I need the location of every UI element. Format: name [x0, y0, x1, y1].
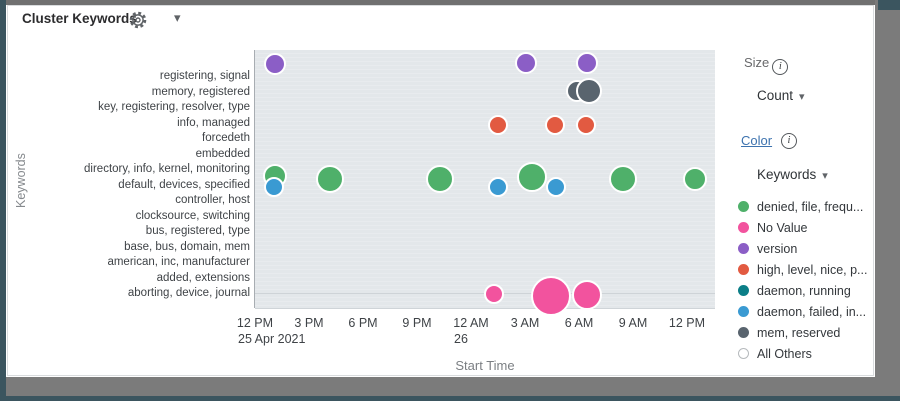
y-axis-label: info, managed — [177, 116, 250, 129]
legend-dot-icon — [738, 285, 749, 296]
bubble[interactable] — [545, 115, 565, 135]
frame-bottom-bar — [0, 377, 900, 397]
bubble[interactable] — [426, 165, 454, 193]
legend-dot-icon — [738, 264, 749, 275]
y-axis-label: default, devices, specified — [118, 178, 250, 191]
x-tick-label: 9 PM — [402, 316, 432, 330]
frame-right-bar — [875, 0, 900, 401]
legend-item[interactable]: All Others — [738, 343, 872, 364]
bubble[interactable] — [576, 115, 596, 135]
y-axis-label: memory, registered — [151, 85, 250, 98]
size-dropdown-value: Count — [757, 88, 794, 103]
y-axis-title: Keywords — [14, 153, 28, 209]
size-label-text: Size — [744, 55, 770, 70]
legend-item[interactable]: No Value — [738, 217, 872, 238]
legend-dot-icon — [738, 243, 749, 254]
bubble[interactable] — [484, 284, 504, 304]
bubble[interactable] — [264, 53, 286, 75]
bubble[interactable] — [683, 167, 707, 191]
frame-bottom-strip — [0, 396, 900, 401]
legend-item[interactable]: denied, file, frequ... — [738, 196, 872, 217]
chevron-down-icon[interactable]: ▾ — [174, 10, 181, 25]
x-axis-title: Start Time — [455, 358, 515, 373]
chevron-down-icon: ▾ — [799, 91, 805, 103]
bubble[interactable] — [264, 177, 284, 197]
legend-item[interactable]: high, level, nice, p... — [738, 259, 872, 280]
x-tick-label: 3 AM — [510, 316, 540, 330]
bubble[interactable] — [609, 165, 637, 193]
y-axis-label: registering, signal — [159, 70, 250, 82]
legend-label: denied, file, frequ... — [757, 199, 864, 214]
y-axis-line — [254, 50, 255, 308]
x-tick-label: 3 PM — [294, 316, 324, 330]
x-tick-label: 6 AM — [564, 316, 594, 330]
legend-dot-icon — [738, 327, 749, 338]
y-axis-label: directory, info, kernel, monitoring — [84, 163, 250, 175]
color-info-icon[interactable]: i — [781, 133, 797, 149]
bubble[interactable] — [576, 52, 598, 74]
chevron-down-icon: ▾ — [822, 170, 828, 182]
legend-item[interactable]: version — [738, 238, 872, 259]
y-axis-label: embedded — [195, 147, 250, 160]
y-axis-label: bus, registered, type — [145, 225, 250, 237]
bubble[interactable] — [517, 162, 547, 192]
legend-item[interactable]: mem, reserved — [738, 322, 872, 343]
x-tick-label: 12 AM — [453, 316, 489, 330]
legend-label: mem, reserved — [757, 325, 841, 340]
size-section-label: Size i — [744, 55, 789, 75]
legend-label: All Others — [757, 346, 812, 361]
legend-label: daemon, failed, in... — [757, 304, 867, 319]
y-axis-label: forcedeth — [202, 132, 250, 144]
frame-corner — [878, 0, 900, 10]
frame-left-bar — [0, 0, 6, 401]
legend: denied, file, frequ... No Value version hig… — [738, 196, 872, 364]
x-tick-label: 12 PM — [668, 316, 706, 330]
legend-label: high, level, nice, p... — [757, 262, 868, 277]
x-tick-secondary-label: 25 Apr 2021 — [238, 332, 306, 346]
frame-top-bar — [0, 0, 900, 5]
x-tick-secondary-label: 26 — [454, 332, 468, 346]
legend-dot-icon — [738, 201, 749, 212]
x-tick-label: 12 PM — [236, 316, 274, 330]
x-tick-label: 9 AM — [618, 316, 648, 330]
color-dropdown[interactable]: Keywords ▾ — [757, 167, 828, 182]
legend-dot-icon — [738, 222, 749, 233]
gear-icon[interactable] — [128, 10, 148, 30]
legend-dot-icon — [738, 306, 749, 317]
color-dropdown-value: Keywords — [757, 167, 817, 182]
y-axis-label: key, registering, resolver, type — [98, 101, 250, 113]
y-axis-label: controller, host — [175, 194, 250, 206]
bubble[interactable] — [488, 177, 508, 197]
y-axis-label: added, extensions — [156, 271, 250, 284]
page-title: Cluster Keywords — [22, 11, 137, 26]
legend-item[interactable]: daemon, running — [738, 280, 872, 301]
bubble[interactable] — [488, 115, 508, 135]
bubble[interactable] — [546, 177, 566, 197]
legend-empty-circle-icon — [738, 348, 749, 359]
legend-label: version — [757, 241, 798, 256]
x-tick-label: 6 PM — [348, 316, 378, 330]
bubble[interactable] — [572, 280, 602, 310]
legend-label: daemon, running — [757, 283, 851, 298]
bubble[interactable] — [576, 78, 602, 104]
size-info-icon[interactable]: i — [772, 59, 789, 75]
y-axis-label: clocksource, switching — [135, 209, 250, 222]
size-dropdown[interactable]: Count ▾ — [757, 88, 805, 103]
bubble[interactable] — [531, 276, 571, 316]
y-axis-label: aborting, device, journal — [127, 287, 250, 299]
legend-label: No Value — [757, 220, 808, 235]
color-section-link[interactable]: Color — [741, 133, 772, 148]
color-label-text: Color — [741, 133, 773, 148]
y-axis-label: american, inc, manufacturer — [107, 256, 250, 268]
y-axis-label: base, bus, domain, mem — [124, 240, 250, 253]
bubble[interactable] — [515, 52, 537, 74]
legend-item[interactable]: daemon, failed, in... — [738, 301, 872, 322]
bubble[interactable] — [316, 165, 344, 193]
